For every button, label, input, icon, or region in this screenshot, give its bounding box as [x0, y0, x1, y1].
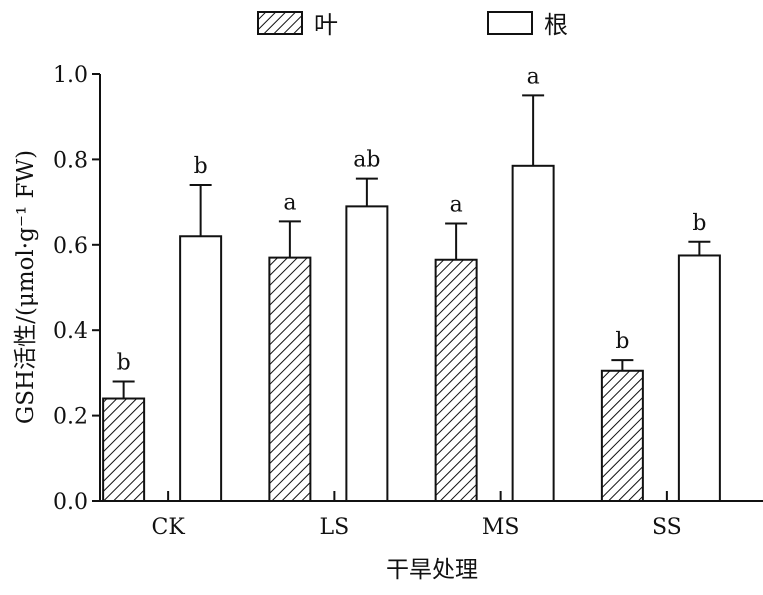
y-tick-label: 0.0: [53, 490, 88, 515]
bar-root: [179, 235, 223, 502]
x-ticks: CK LS MS SS: [151, 491, 682, 540]
y-tick-label: 0.8: [53, 148, 88, 173]
x-tick-label: SS: [652, 515, 682, 540]
bar-leaf: [102, 397, 146, 502]
bar-root: [345, 205, 389, 502]
legend-swatch-leaf: [257, 11, 303, 35]
significance-label: a: [450, 192, 463, 217]
bar-leaf: [600, 369, 644, 503]
y-tick-label: 0.4: [53, 319, 88, 344]
significance-label: b: [615, 329, 629, 354]
legend-swatch-root: [487, 11, 533, 35]
legend-label-leaf: 叶: [314, 11, 338, 39]
significance-label: a: [527, 64, 540, 89]
bar-leaf: [434, 258, 478, 502]
significance-label: b: [194, 154, 208, 179]
significance-label: b: [117, 350, 131, 375]
significance-label: a: [283, 190, 296, 215]
y-axis-title: GSH活性/(μmol·g⁻¹ FW): [13, 150, 39, 424]
x-tick-label: CK: [151, 515, 185, 540]
x-tick-label: LS: [320, 515, 350, 540]
x-tick-label: MS: [482, 515, 520, 540]
bar-leaf: [268, 256, 312, 502]
significance-label: b: [692, 211, 706, 236]
y-tick-label: 0.2: [53, 405, 88, 430]
y-tick-label: 1.0: [53, 63, 88, 88]
legend-label-root: 根: [544, 11, 568, 39]
bar-root: [677, 254, 721, 502]
y-ticks: 0.0 0.2 0.4 0.6 0.8 1.0: [53, 63, 100, 515]
x-axis-title: 干旱处理: [386, 557, 478, 583]
bar-root: [511, 164, 555, 502]
significance-label: ab: [353, 148, 380, 173]
legend: 叶 根: [257, 11, 568, 39]
y-tick-label: 0.6: [53, 234, 88, 259]
